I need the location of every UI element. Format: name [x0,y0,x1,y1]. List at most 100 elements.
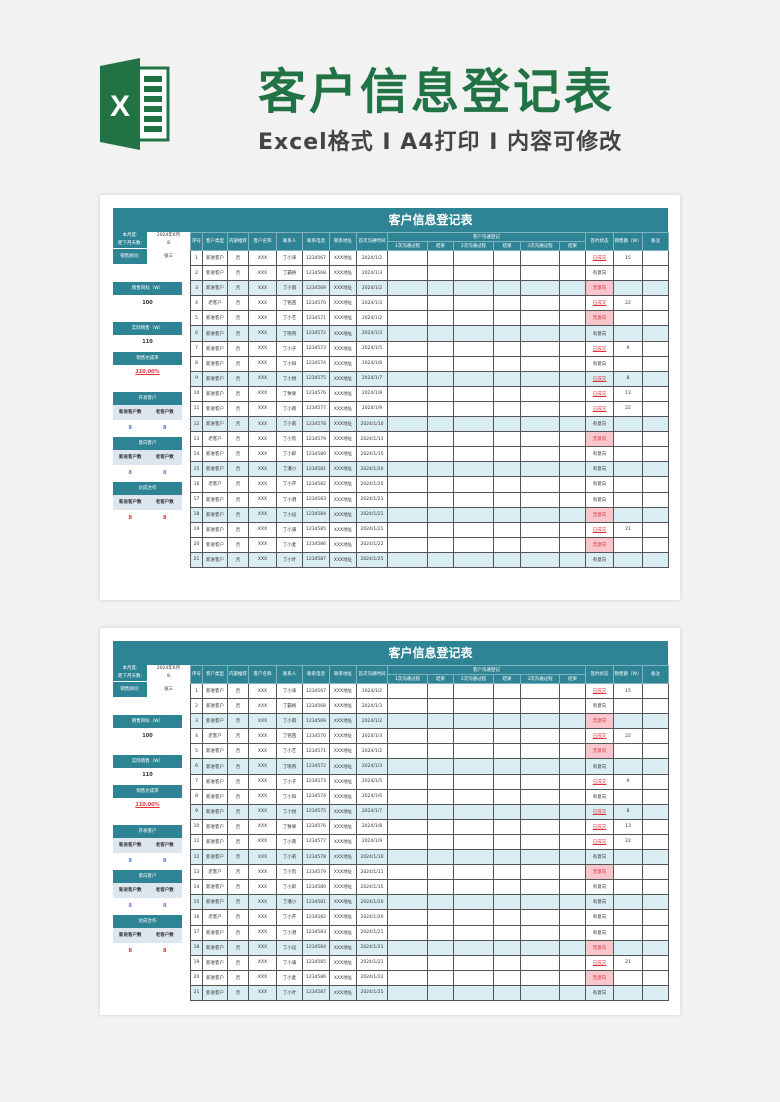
table-cell[interactable] [642,713,669,730]
table-cell[interactable]: 20 [190,969,203,986]
table-cell[interactable] [493,400,521,418]
table-cell[interactable]: 2024/1/8 [356,385,388,402]
table-cell[interactable] [559,491,586,508]
table-cell[interactable]: 1234575 [302,370,330,387]
table-cell[interactable] [559,265,586,282]
table-cell[interactable]: 新进客户 [202,698,228,715]
table-cell[interactable]: 1234579 [302,431,330,448]
table-cell[interactable] [387,431,428,448]
table-cell[interactable]: XXX地址 [329,506,357,523]
table-cell[interactable] [493,728,521,745]
status-cell[interactable]: 无意向 [585,743,614,760]
table-cell[interactable]: XXX [248,969,277,986]
table-cell[interactable] [642,698,669,715]
table-cell[interactable] [427,340,454,357]
table-cell[interactable] [642,818,669,835]
table-cell[interactable]: 丁霸格 [276,698,303,715]
table-cell[interactable] [493,325,521,342]
table-cell[interactable]: 老客户 [202,909,228,926]
table-cell[interactable] [493,551,521,568]
table-cell[interactable]: 12 [190,849,203,866]
table-cell[interactable]: 否 [227,698,249,715]
table-cell[interactable] [559,355,586,372]
table-cell[interactable]: 13 [190,864,203,881]
table-cell[interactable]: XXX [248,340,277,357]
table-cell[interactable]: XXX地址 [329,385,357,402]
table-cell[interactable] [427,461,454,478]
table-cell[interactable]: 1234584 [302,506,330,523]
table-cell[interactable] [493,864,521,881]
table-cell[interactable]: 否 [227,310,249,327]
status-cell[interactable]: 有意向 [585,849,614,866]
table-cell[interactable]: 丁潘小 [276,461,303,478]
table-cell[interactable]: 丁铭茜 [276,295,303,312]
table-cell[interactable]: XXX [248,461,277,478]
table-cell[interactable]: 新进客户 [202,818,228,835]
status-cell[interactable]: 有意向 [585,909,614,926]
table-cell[interactable]: 丁小泽 [276,682,303,700]
table-cell[interactable]: 2024/1/10 [356,416,388,433]
table-cell[interactable]: 9 [613,773,643,790]
table-cell[interactable] [387,803,428,820]
table-cell[interactable] [427,833,454,851]
table-cell[interactable] [559,416,586,433]
status-cell[interactable]: 已成交 [585,295,614,312]
table-cell[interactable]: 8 [613,803,643,820]
table-cell[interactable] [520,909,560,926]
table-cell[interactable]: XXX [248,864,277,881]
table-cell[interactable]: 新进客户 [202,355,228,372]
table-cell[interactable] [387,340,428,357]
status-cell[interactable]: 有意向 [585,551,614,568]
table-cell[interactable] [520,265,560,282]
table-cell[interactable] [387,536,428,553]
table-cell[interactable] [559,713,586,730]
status-cell[interactable]: 无意向 [585,280,614,297]
table-cell[interactable] [613,894,643,911]
table-cell[interactable]: 否 [227,249,249,267]
status-cell[interactable]: 有意向 [585,879,614,896]
table-cell[interactable]: 否 [227,954,249,971]
table-cell[interactable]: 1234573 [302,773,330,790]
table-cell[interactable]: 2024/1/6 [356,788,388,805]
table-cell[interactable]: 否 [227,984,249,1001]
table-cell[interactable]: 2024/1/3 [356,265,388,282]
table-cell[interactable]: 6 [190,758,203,775]
table-cell[interactable]: 丁小芹 [276,909,303,926]
table-cell[interactable]: 丁致果 [276,385,303,402]
table-cell[interactable] [453,355,494,372]
table-cell[interactable]: 否 [227,939,249,956]
table-cell[interactable]: 1234587 [302,551,330,568]
table-cell[interactable]: 丁小满 [276,521,303,538]
table-cell[interactable]: 新进客户 [202,249,228,267]
table-cell[interactable]: 10 [190,385,203,402]
table-cell[interactable]: 否 [227,713,249,730]
table-cell[interactable]: 否 [227,879,249,896]
table-cell[interactable] [427,416,454,433]
table-cell[interactable]: XXX地址 [329,476,357,493]
table-cell[interactable]: 1234571 [302,310,330,327]
table-cell[interactable]: 7 [190,773,203,790]
table-cell[interactable]: 2024/1/15 [356,446,388,463]
table-cell[interactable]: XXX地址 [329,325,357,342]
table-cell[interactable] [493,280,521,297]
table-cell[interactable] [453,385,494,402]
table-cell[interactable]: 22 [613,833,643,851]
table-cell[interactable] [387,265,428,282]
table-cell[interactable] [453,506,494,523]
table-cell[interactable] [559,506,586,523]
table-cell[interactable] [642,939,669,956]
table-cell[interactable] [642,788,669,805]
table-cell[interactable] [613,984,643,1001]
table-cell[interactable] [520,340,560,357]
table-cell[interactable]: 2024/1/25 [356,984,388,1001]
table-cell[interactable] [613,969,643,986]
status-cell[interactable]: 已成交 [585,803,614,820]
table-cell[interactable] [559,431,586,448]
table-cell[interactable]: 否 [227,924,249,941]
table-cell[interactable]: 1234577 [302,400,330,418]
table-cell[interactable] [427,431,454,448]
table-cell[interactable] [613,698,643,715]
table-cell[interactable] [520,939,560,956]
table-cell[interactable]: XXX [248,849,277,866]
table-cell[interactable] [642,743,669,760]
